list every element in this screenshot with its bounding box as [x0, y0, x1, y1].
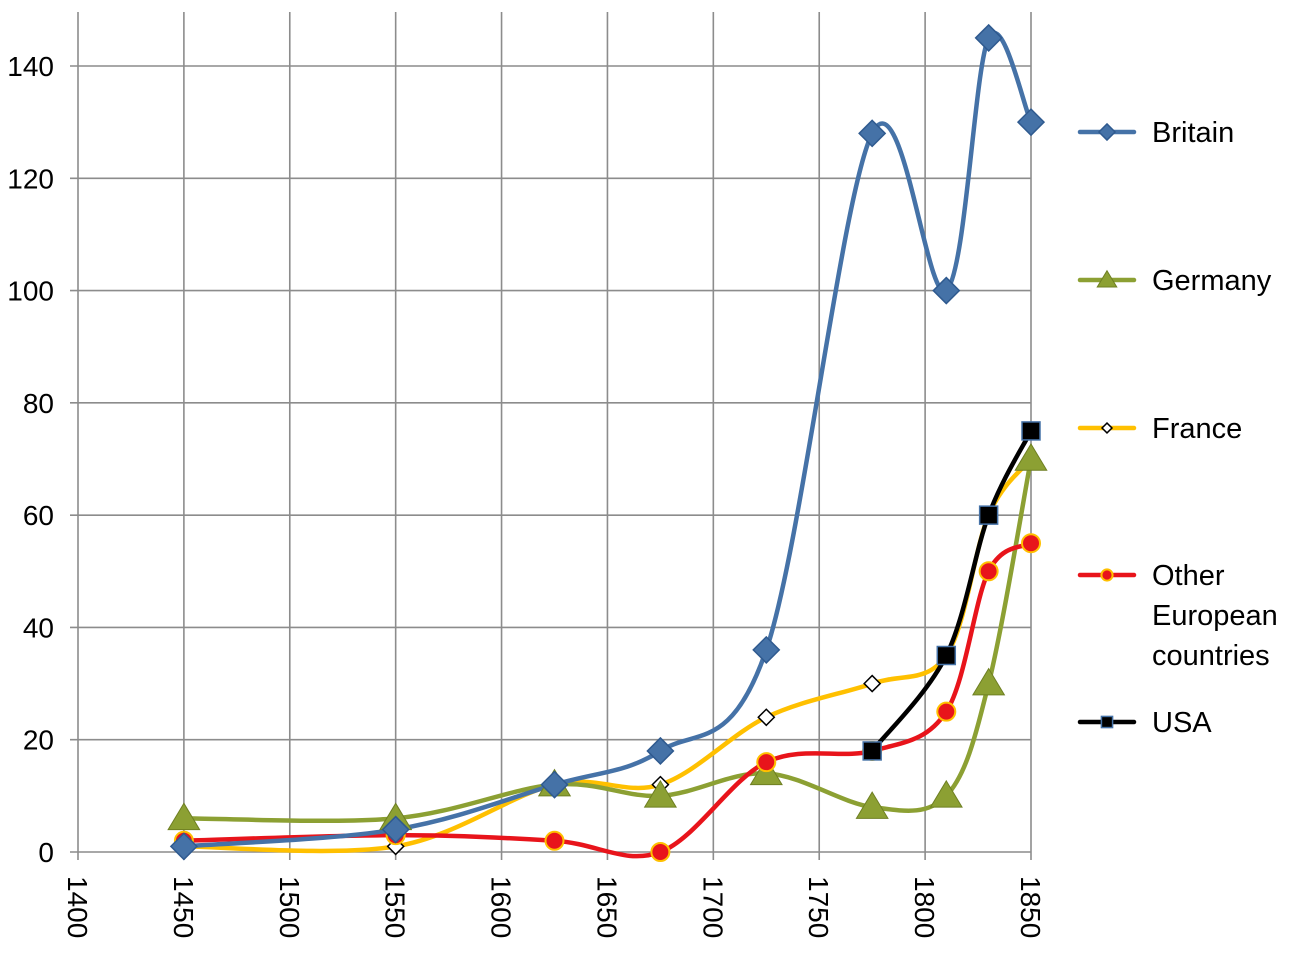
y-tick-label-40: 40	[23, 612, 54, 643]
point-britain-1850	[1016, 108, 1046, 137]
legend-label-usa: USA	[1152, 707, 1212, 739]
y-tick-label-20: 20	[23, 725, 54, 756]
point-britain-1450	[169, 832, 198, 861]
point-other-european-countries-1850	[1021, 533, 1041, 554]
x-tick-label-1650: 1650	[591, 876, 622, 938]
legend-marker-other-european-countries	[1100, 568, 1114, 582]
legend-label-france: France	[1152, 413, 1242, 445]
point-other-european-countries-1675	[650, 842, 671, 862]
legend-item-france: France	[1077, 413, 1242, 445]
point-other-european-countries-1725	[756, 752, 777, 773]
x-tick-label-1550: 1550	[380, 876, 411, 938]
series-line-britain	[181, 30, 1034, 849]
point-britain-1625	[540, 770, 569, 799]
point-france-1775	[863, 674, 882, 693]
point-france-1725	[757, 708, 776, 727]
y-tick-label-60: 60	[23, 500, 54, 531]
series-line-usa	[869, 428, 1034, 754]
point-other-european-countries-1830	[978, 561, 999, 582]
x-tick-labels: 1400 1450 1500 1550 1600 1650 1700 1750 1800 1850	[62, 876, 1046, 938]
point-britain-1830	[974, 23, 1003, 52]
series-markers	[167, 23, 1048, 862]
point-britain-1725	[752, 635, 781, 664]
point-usa-1810	[936, 645, 957, 666]
horizontal-gridlines	[70, 65, 1031, 741]
x-tick-label-1400: 1400	[62, 876, 93, 938]
y-tick-labels: 0 20 40 60 80 100 120 140	[7, 51, 54, 868]
legend-item-germany: Germany	[1077, 265, 1272, 297]
x-tick-label-1750: 1750	[803, 876, 834, 938]
point-britain-1675	[646, 736, 675, 766]
y-tick-label-80: 80	[23, 388, 54, 419]
point-usa-1850	[1021, 421, 1041, 441]
y-tick-label-0: 0	[38, 837, 54, 868]
point-britain-1775	[858, 119, 887, 148]
legend-marker-germany	[1096, 269, 1118, 288]
point-germany-1810	[929, 779, 963, 808]
point-germany-1775	[855, 791, 889, 819]
legend-marker-usa	[1100, 715, 1114, 729]
point-usa-1830	[978, 505, 999, 525]
legend-item-usa: USA	[1077, 707, 1212, 739]
x-tick-label-1800: 1800	[909, 876, 940, 938]
legend-marker-france	[1100, 421, 1114, 435]
vertical-gridlines	[183, 12, 1032, 860]
y-tick-label-100: 100	[7, 276, 54, 307]
legend-label-germany: Germany	[1152, 265, 1272, 297]
x-tick-label-1850: 1850	[1015, 876, 1046, 938]
y-tick-label-140: 140	[7, 51, 54, 82]
x-tick-label-1700: 1700	[697, 876, 728, 938]
legend-label-britain: Britain	[1152, 117, 1234, 149]
point-germany-1850	[1014, 443, 1048, 471]
point-other-european-countries-1625	[544, 830, 565, 851]
legend-marker-britain	[1097, 122, 1117, 142]
legend-label-other-european-countries: Other European countries	[1152, 560, 1278, 672]
legend-item-britain: Britain	[1077, 117, 1234, 149]
point-britain-1550	[381, 815, 410, 844]
point-usa-1775	[862, 741, 882, 761]
plot-series	[167, 23, 1048, 862]
point-other-european-countries-1810	[936, 701, 957, 722]
legend-item-other-european-countries: Other European countries	[1077, 560, 1278, 672]
point-germany-1675	[643, 779, 678, 808]
point-britain-1810	[932, 276, 961, 305]
point-germany-1830	[972, 667, 1006, 696]
x-tick-label-1450: 1450	[168, 876, 199, 938]
legend: Britain Germany France Other European countri…	[1077, 117, 1278, 739]
point-germany-1450	[167, 802, 201, 831]
x-tick-label-1600: 1600	[486, 876, 517, 938]
y-tick-label-120: 120	[7, 163, 54, 194]
x-tick-label-1500: 1500	[274, 876, 305, 938]
